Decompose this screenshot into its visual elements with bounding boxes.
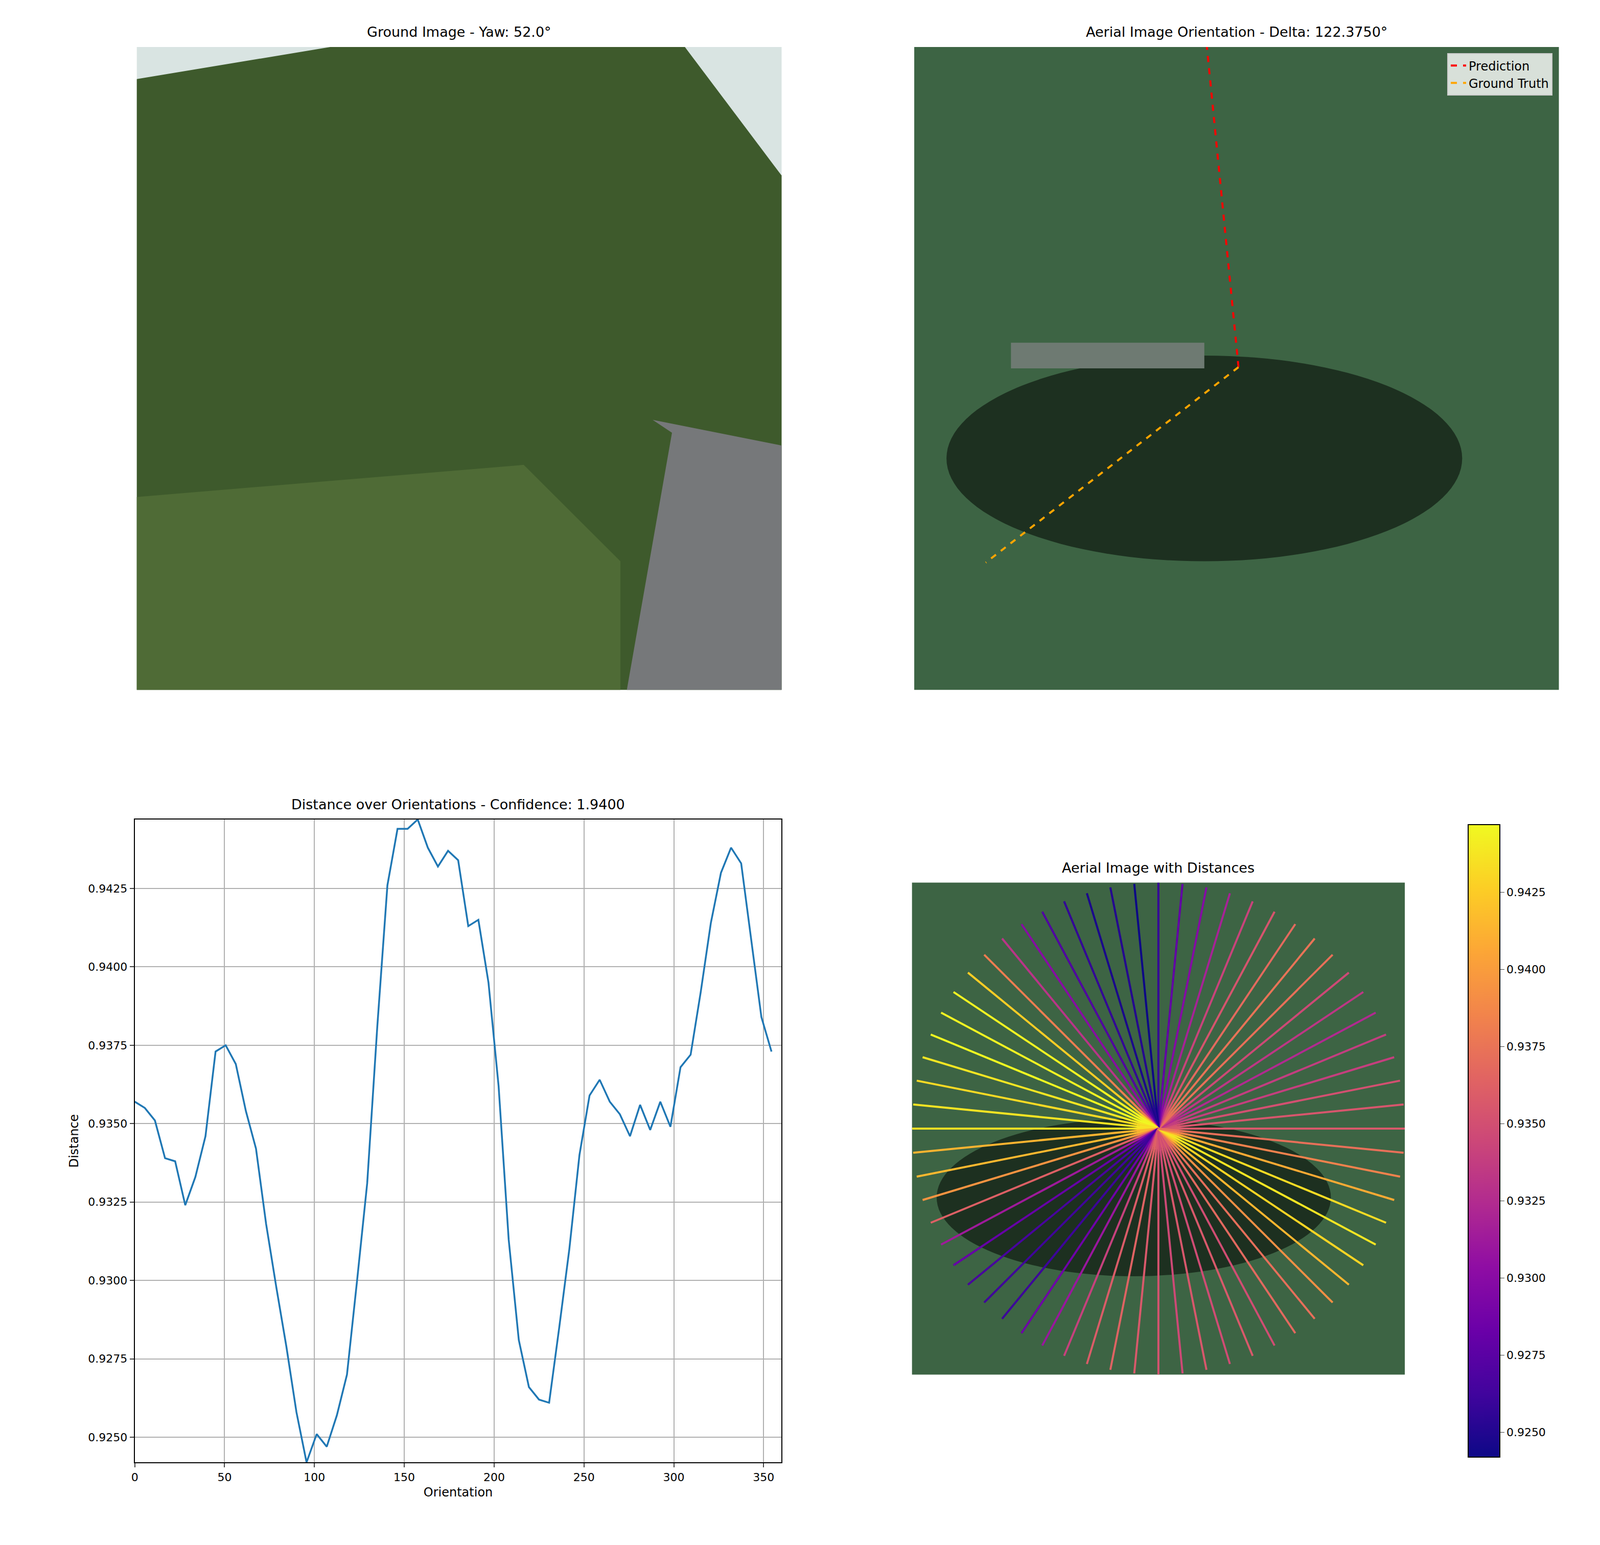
svg-text:0.9275: 0.9275 [87, 1352, 128, 1366]
svg-text:0.9400: 0.9400 [87, 960, 128, 974]
svg-text:0.9300: 0.9300 [87, 1274, 128, 1288]
svg-text:Aerial Image Orientation - Del: Aerial Image Orientation - Delta: 122.37… [1085, 24, 1388, 40]
svg-text:0.9300: 0.9300 [1506, 1271, 1546, 1285]
svg-text:100: 100 [303, 1471, 326, 1484]
svg-text:Prediction: Prediction [1468, 58, 1530, 74]
svg-text:0.9375: 0.9375 [87, 1039, 128, 1053]
svg-text:250: 250 [573, 1471, 595, 1484]
svg-text:0.9275: 0.9275 [1506, 1349, 1546, 1362]
svg-text:0.9375: 0.9375 [1506, 1040, 1546, 1054]
svg-text:0.9325: 0.9325 [1506, 1194, 1546, 1208]
svg-text:Ground Image - Yaw: 52.0°: Ground Image - Yaw: 52.0° [366, 24, 552, 40]
svg-text:0.9325: 0.9325 [87, 1195, 128, 1209]
svg-text:Distance over Orientations - C: Distance over Orientations - Confidence:… [291, 796, 625, 813]
svg-text:300: 300 [663, 1471, 685, 1484]
svg-text:150: 150 [393, 1471, 415, 1484]
svg-text:Orientation: Orientation [423, 1485, 494, 1500]
svg-text:0.9425: 0.9425 [87, 882, 128, 896]
svg-text:Aerial Image with Distances: Aerial Image with Distances [1061, 860, 1255, 876]
svg-text:Distance: Distance [66, 1114, 82, 1169]
svg-text:0.9350: 0.9350 [1506, 1117, 1546, 1131]
svg-text:50: 50 [217, 1471, 232, 1484]
svg-text:350: 350 [752, 1471, 775, 1484]
svg-text:Ground Truth: Ground Truth [1468, 76, 1549, 91]
svg-text:0.9400: 0.9400 [1506, 963, 1546, 977]
svg-text:0: 0 [131, 1471, 139, 1484]
svg-text:0.9425: 0.9425 [1506, 886, 1546, 899]
svg-text:200: 200 [483, 1471, 505, 1484]
svg-text:0.9350: 0.9350 [87, 1117, 128, 1131]
svg-text:0.9250: 0.9250 [1506, 1426, 1546, 1440]
svg-text:0.9250: 0.9250 [87, 1431, 128, 1445]
